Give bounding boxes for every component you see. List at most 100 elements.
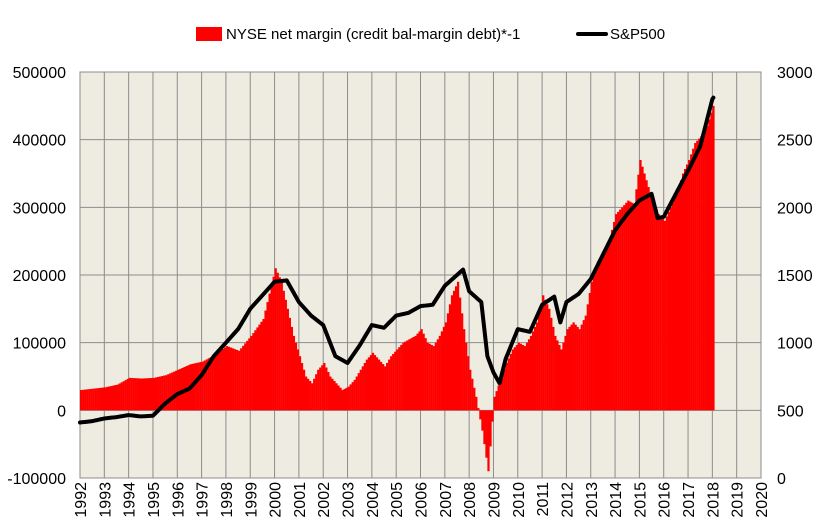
bar <box>205 359 208 411</box>
x-tick-label: 2020 <box>754 482 771 518</box>
bar <box>513 347 516 411</box>
bar <box>653 205 656 411</box>
bar <box>708 119 711 411</box>
bar <box>369 355 373 411</box>
bar <box>128 377 131 411</box>
bar <box>377 359 381 411</box>
bar <box>639 159 642 411</box>
x-tick-label: 1998 <box>219 482 236 518</box>
bar <box>465 342 468 411</box>
bar <box>692 148 695 411</box>
bar <box>284 299 287 411</box>
bar <box>454 286 458 411</box>
bar <box>690 154 693 411</box>
bar <box>244 343 247 411</box>
bar <box>493 396 496 411</box>
bar <box>651 200 654 411</box>
bar <box>329 376 332 411</box>
bar <box>242 345 245 411</box>
bar <box>396 349 399 411</box>
bar <box>375 357 379 411</box>
bar <box>140 378 144 411</box>
bar <box>578 329 581 411</box>
bar <box>681 173 685 411</box>
bar <box>410 338 413 411</box>
bar <box>406 340 409 411</box>
bar <box>286 308 289 411</box>
bar <box>475 396 478 411</box>
bar <box>311 383 314 411</box>
bar <box>94 388 97 411</box>
x-tick-label: 2004 <box>365 482 382 518</box>
bar <box>96 388 99 411</box>
y-left-tick-label: 500000 <box>13 65 66 82</box>
bar <box>671 202 675 411</box>
bar <box>600 256 604 411</box>
bar <box>84 389 87 411</box>
bar <box>181 367 184 411</box>
bar <box>424 338 427 411</box>
bar <box>217 351 221 411</box>
bar <box>262 318 265 411</box>
bar <box>163 375 166 411</box>
bar <box>527 339 531 411</box>
x-tick-label: 2017 <box>681 482 698 518</box>
bar <box>294 342 298 411</box>
x-tick-label: 1992 <box>73 482 90 518</box>
bar <box>529 335 533 411</box>
bar <box>398 347 401 411</box>
bar <box>394 351 397 411</box>
bar <box>388 359 391 411</box>
legend-line-label: S&P500 <box>610 26 665 43</box>
x-tick-label: 2019 <box>730 482 747 518</box>
bar <box>386 362 389 411</box>
bar <box>146 378 150 411</box>
bar <box>159 376 162 411</box>
x-tick-label: 2003 <box>341 482 358 518</box>
bar <box>556 340 559 411</box>
bar <box>525 342 529 411</box>
bar <box>615 214 618 411</box>
bar <box>122 381 125 411</box>
bar <box>132 378 135 411</box>
bar <box>256 327 259 411</box>
bar <box>300 362 304 411</box>
bar <box>234 349 237 411</box>
bar <box>381 364 385 411</box>
legend-bar-label: NYSE net margin (credit bal-margin debt)… <box>226 26 520 43</box>
bar <box>428 343 431 411</box>
bar <box>276 272 279 411</box>
bar <box>485 410 488 458</box>
bar <box>481 410 484 431</box>
bar <box>327 371 330 411</box>
bar <box>604 249 608 411</box>
bar <box>408 339 411 411</box>
bar <box>138 378 142 411</box>
bar <box>548 308 551 411</box>
bar-series <box>80 105 715 472</box>
bar <box>675 193 679 411</box>
bar <box>416 333 419 411</box>
bar <box>617 211 620 411</box>
bar <box>704 129 707 411</box>
bar <box>357 373 360 411</box>
bar <box>359 369 362 411</box>
bar <box>98 388 101 411</box>
bar <box>335 383 338 411</box>
bar <box>598 259 602 411</box>
bar <box>384 366 387 411</box>
bar <box>266 302 269 411</box>
x-tick-label: 2018 <box>705 482 722 518</box>
bar <box>446 313 450 411</box>
bar <box>505 362 508 411</box>
bar <box>519 343 523 411</box>
bar <box>379 361 383 411</box>
y-right-tick-label: 2000 <box>777 200 813 217</box>
bar <box>152 377 156 411</box>
x-tick-label: 2002 <box>316 482 333 518</box>
bar <box>337 385 340 411</box>
bar <box>363 362 366 411</box>
bar <box>491 410 494 422</box>
bar <box>400 344 403 411</box>
